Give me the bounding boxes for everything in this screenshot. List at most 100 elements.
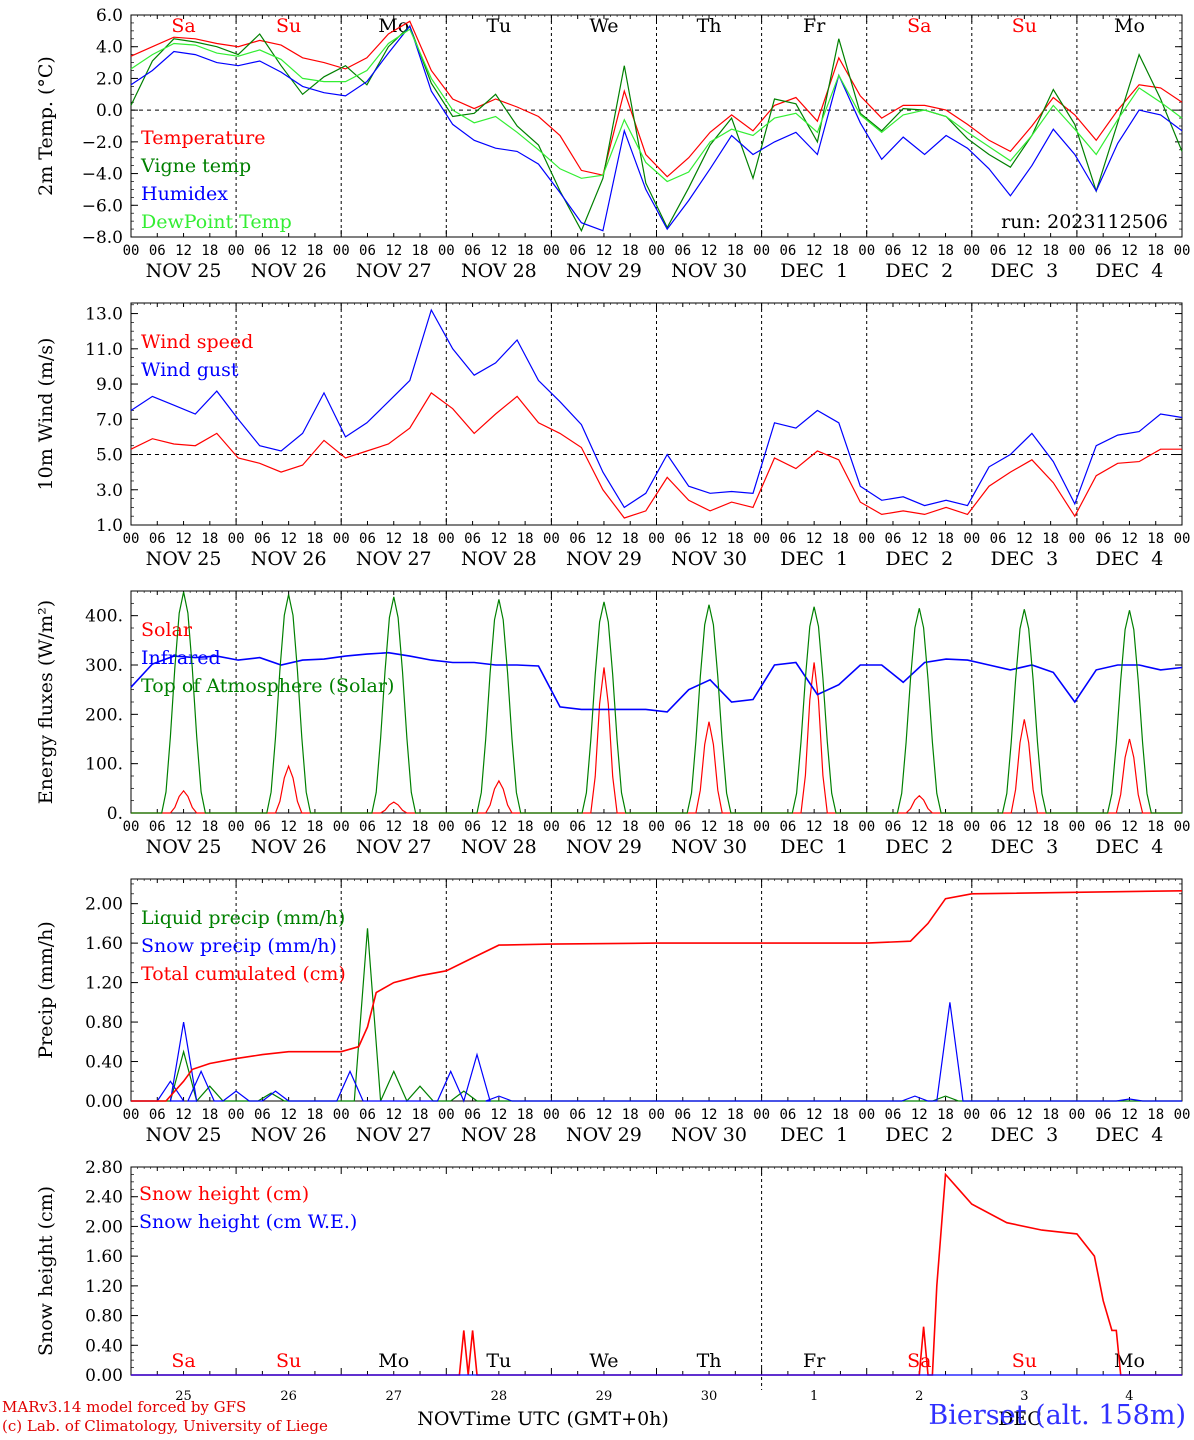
hour-label: 12 bbox=[280, 1107, 297, 1123]
hour-label: 12 bbox=[1016, 1107, 1033, 1123]
hour-label: 18 bbox=[832, 243, 849, 259]
weekday-label: Tu bbox=[486, 1350, 511, 1372]
day-label: DEC 2 bbox=[885, 836, 953, 858]
hour-label: 06 bbox=[149, 819, 166, 835]
hour-label: 18 bbox=[306, 819, 323, 835]
hour-label: 06 bbox=[674, 243, 691, 259]
hour-label: 12 bbox=[175, 531, 192, 547]
hour-label: 18 bbox=[622, 243, 639, 259]
hour-label: 06 bbox=[1095, 1107, 1112, 1123]
y-tick-label: 2.00 bbox=[85, 1217, 123, 1237]
day-label: DEC 3 bbox=[990, 260, 1058, 282]
hour-label: 00 bbox=[648, 243, 665, 259]
hour-label: 00 bbox=[333, 243, 350, 259]
hour-label: 12 bbox=[806, 531, 823, 547]
hour-label: 06 bbox=[254, 243, 271, 259]
series-line-temperature-3 bbox=[130, 28, 1183, 183]
hour-label: 18 bbox=[1147, 531, 1164, 547]
hour-label: 18 bbox=[1042, 243, 1059, 259]
y-tick-label: 200. bbox=[85, 705, 123, 725]
hour-label: 18 bbox=[832, 531, 849, 547]
day-label: NOV 30 bbox=[671, 548, 747, 570]
hour-label: 00 bbox=[333, 1107, 350, 1123]
day-label: NOV 28 bbox=[461, 548, 537, 570]
legend-entry: Wind speed bbox=[141, 331, 253, 353]
hour-label: 18 bbox=[412, 819, 429, 835]
hour-label: 00 bbox=[438, 531, 455, 547]
hour-label: 00 bbox=[963, 243, 980, 259]
hour-label: 18 bbox=[201, 531, 218, 547]
y-tick-label: 13.0 bbox=[85, 305, 123, 325]
legend-entry: Humidex bbox=[141, 183, 228, 205]
hour-label: 00 bbox=[1068, 1107, 1085, 1123]
day-label: DEC 3 bbox=[990, 1124, 1058, 1146]
day-label: NOV 26 bbox=[251, 836, 327, 858]
day-label: NOV 28 bbox=[461, 260, 537, 282]
day-label: NOV 29 bbox=[566, 836, 642, 858]
hour-label: 12 bbox=[490, 1107, 507, 1123]
hour-label: 00 bbox=[543, 243, 560, 259]
hour-label: 06 bbox=[779, 1107, 796, 1123]
station-label: Bierset (alt. 158m) bbox=[928, 1400, 1186, 1431]
weekday-label: Th bbox=[697, 1350, 722, 1372]
hour-label: 00 bbox=[1174, 531, 1191, 547]
y-tick-label: −8.0 bbox=[82, 228, 123, 248]
y-axis-label: Energy fluxes (W/m²) bbox=[35, 600, 57, 804]
hour-label: 06 bbox=[464, 531, 481, 547]
hour-label: 06 bbox=[674, 1107, 691, 1123]
weekday-label: Mo bbox=[1114, 1350, 1145, 1372]
hour-label: 00 bbox=[228, 819, 245, 835]
hour-label: 18 bbox=[306, 1107, 323, 1123]
hour-label: 00 bbox=[963, 1107, 980, 1123]
day-label: NOV 29 bbox=[566, 1124, 642, 1146]
day-label: DEC 1 bbox=[780, 548, 848, 570]
hour-label: 06 bbox=[569, 531, 586, 547]
weekday-label: Sa bbox=[171, 1350, 195, 1372]
hour-label: 18 bbox=[727, 243, 744, 259]
credit-line-1: MARv3.14 model forced by GFS bbox=[2, 1398, 247, 1416]
day-number-label: 3 bbox=[1020, 1389, 1028, 1404]
hour-label: 06 bbox=[990, 819, 1007, 835]
hour-label: 06 bbox=[149, 531, 166, 547]
weekday-label: Sa bbox=[907, 1350, 931, 1372]
hour-label: 00 bbox=[753, 243, 770, 259]
hour-label: 12 bbox=[1016, 243, 1033, 259]
hour-label: 06 bbox=[674, 819, 691, 835]
hour-label: 12 bbox=[385, 531, 402, 547]
y-tick-label: 0.00 bbox=[85, 1366, 123, 1386]
day-label: DEC 3 bbox=[990, 548, 1058, 570]
series-line-energy-1 bbox=[130, 651, 1183, 713]
day-label: NOV 26 bbox=[251, 1124, 327, 1146]
hour-label: 06 bbox=[254, 531, 271, 547]
hour-label: 00 bbox=[438, 1107, 455, 1123]
hour-label: 00 bbox=[1174, 243, 1191, 259]
y-tick-label: 2.40 bbox=[85, 1188, 123, 1208]
hour-label: 12 bbox=[596, 243, 613, 259]
weekday-label: Su bbox=[276, 1350, 301, 1372]
day-label: NOV 25 bbox=[146, 1124, 222, 1146]
day-number-label: 27 bbox=[385, 1389, 402, 1404]
hour-label: 00 bbox=[543, 1107, 560, 1123]
hour-label: 12 bbox=[911, 819, 928, 835]
hour-label: 18 bbox=[201, 1107, 218, 1123]
hour-label: 12 bbox=[490, 243, 507, 259]
day-number-label: 4 bbox=[1125, 1389, 1133, 1404]
hour-label: 00 bbox=[858, 531, 875, 547]
day-number-label: 28 bbox=[491, 1389, 508, 1404]
legend-entry: DewPoint Temp bbox=[141, 211, 292, 233]
legend-entry: Vigne temp bbox=[140, 155, 251, 177]
x-axis-label: Time UTC (GMT+0h) bbox=[463, 1408, 669, 1430]
y-tick-label: 3.0 bbox=[96, 481, 123, 501]
hour-label: 12 bbox=[175, 1107, 192, 1123]
hour-label: 06 bbox=[359, 243, 376, 259]
hour-label: 06 bbox=[569, 243, 586, 259]
day-label: NOV 26 bbox=[251, 260, 327, 282]
hour-label: 18 bbox=[622, 1107, 639, 1123]
y-tick-label: 9.0 bbox=[96, 375, 123, 395]
hour-label: 18 bbox=[517, 531, 534, 547]
weekday-label: Mo bbox=[378, 1350, 409, 1372]
hour-label: 06 bbox=[254, 819, 271, 835]
hour-label: 00 bbox=[228, 1107, 245, 1123]
hour-label: 12 bbox=[1121, 1107, 1138, 1123]
hour-label: 18 bbox=[1042, 531, 1059, 547]
